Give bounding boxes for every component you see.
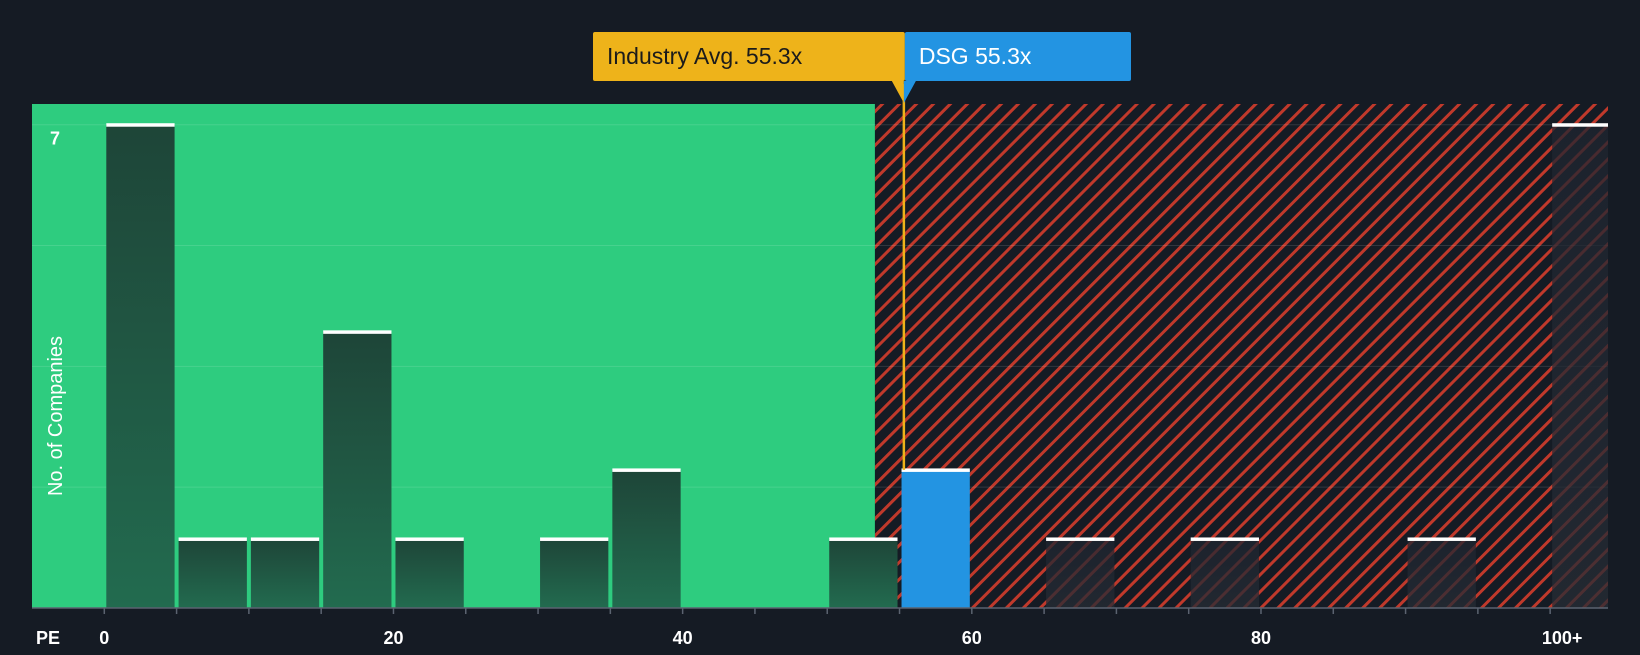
bar-cap-100-105 — [1552, 123, 1608, 127]
bar-20-25 — [395, 538, 464, 608]
x-tick-label-40: 40 — [673, 628, 693, 648]
value-callouts: Industry Avg. 55.3x DSG 55.3x — [593, 32, 1131, 103]
bar-cap-0-5 — [106, 123, 175, 127]
bar-65-70 — [1046, 538, 1115, 608]
company-label: DSG 55.3x — [919, 43, 1032, 69]
bar-35-40 — [612, 469, 681, 608]
bar-cap-30-35 — [540, 537, 609, 541]
x-tick-label-100: 100+ — [1542, 628, 1583, 648]
industry-avg-label-box — [593, 32, 905, 81]
company-pointer — [903, 81, 916, 103]
y-axis-label: No. of Companies — [45, 336, 67, 496]
bar-cap-35-40 — [612, 468, 681, 472]
x-tick-label-0: 0 — [99, 628, 109, 648]
industry-avg-pointer — [891, 81, 904, 103]
x-axis-label: PE — [36, 628, 60, 648]
bar-50-55 — [829, 538, 898, 608]
bar-15-20 — [323, 331, 392, 608]
bar-cap-65-70 — [1046, 537, 1115, 541]
bar-cap-15-20 — [323, 330, 392, 334]
bar-30-35 — [540, 538, 609, 608]
x-tick-label-60: 60 — [962, 628, 982, 648]
bar-cap-55-60 — [901, 468, 970, 472]
x-axis-ticks: 0 20 40 60 80 100+ — [99, 608, 1582, 648]
bar-cap-50-55 — [829, 537, 898, 541]
industry-avg-label: Industry Avg. 55.3x — [607, 43, 803, 69]
x-tick-label-80: 80 — [1251, 628, 1271, 648]
overvalued-zone — [874, 104, 1608, 608]
bar-cap-5-10 — [178, 537, 247, 541]
bar-cap-20-25 — [395, 537, 464, 541]
x-tick-label-20: 20 — [383, 628, 403, 648]
bar-0-5 — [106, 124, 175, 608]
bar-55-60 — [901, 469, 970, 608]
bar-cap-75-80 — [1190, 537, 1259, 541]
bar-10-15 — [250, 538, 320, 608]
bar-5-10 — [178, 538, 247, 608]
bar-cap-10-15 — [250, 537, 320, 541]
bar-100-105 — [1552, 124, 1608, 608]
bar-75-80 — [1190, 538, 1259, 608]
bar-90-95 — [1407, 538, 1476, 608]
bar-cap-90-95 — [1407, 537, 1476, 541]
company-label-box — [904, 32, 1131, 81]
gridlines — [32, 124, 1608, 488]
y-tick-label: 7 — [50, 129, 60, 149]
bars — [106, 123, 1608, 608]
